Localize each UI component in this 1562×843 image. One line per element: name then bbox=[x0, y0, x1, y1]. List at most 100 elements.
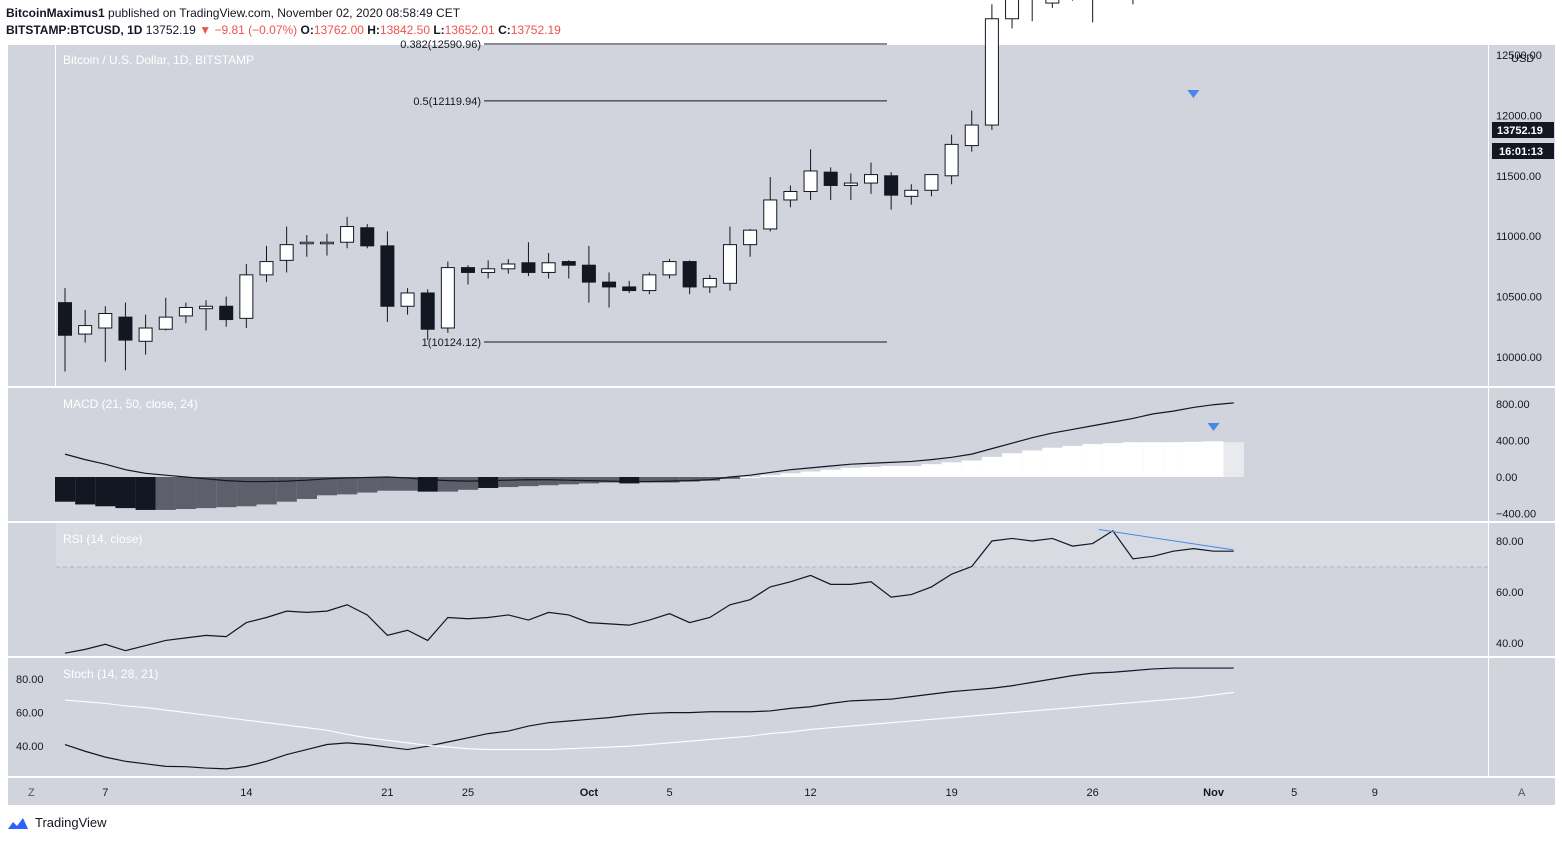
time-tick-label: 21 bbox=[381, 787, 393, 799]
price-axis-bg[interactable] bbox=[1489, 45, 1555, 386]
macd-histogram-bar bbox=[619, 477, 640, 484]
price-legend: Bitcoin / U.S. Dollar, 1D, BITSTAMP bbox=[63, 53, 254, 67]
axes: 12500.00 12000.00 11500.00 11000.00 10500.00… bbox=[16, 50, 1542, 799]
author-link[interactable]: BitcoinMaximus1 bbox=[6, 6, 105, 20]
macd-histogram-bar bbox=[981, 456, 1003, 477]
macd-histogram-bar bbox=[155, 477, 176, 510]
time-tick-label: 25 bbox=[462, 787, 474, 799]
price-tick-label: 10000.00 bbox=[1496, 352, 1542, 364]
macd-histogram-bar bbox=[1122, 442, 1144, 477]
stoch-tick-label: 80.00 bbox=[16, 674, 44, 686]
stoch-pane[interactable] bbox=[8, 658, 1488, 776]
macd-histogram-bar bbox=[1062, 445, 1083, 477]
candle bbox=[581, 264, 596, 283]
rsi-band bbox=[56, 523, 1488, 567]
candle bbox=[461, 267, 475, 273]
macd-histogram-bar bbox=[780, 473, 801, 477]
time-tick-label: 19 bbox=[945, 787, 957, 799]
macd-histogram-bar bbox=[337, 477, 358, 495]
candle bbox=[58, 302, 72, 336]
symbol-label: BITSTAMP:BTCUSD, 1D bbox=[6, 23, 143, 37]
candle bbox=[904, 189, 919, 197]
candle bbox=[682, 261, 697, 288]
candle bbox=[783, 191, 798, 201]
fib-level-label: 0.382(12590.96) bbox=[400, 39, 481, 51]
macd-histogram-bar bbox=[236, 477, 257, 507]
macd-tick-label: −400.00 bbox=[1496, 509, 1536, 521]
stoch-series bbox=[64, 667, 1234, 770]
macd-series bbox=[55, 402, 1244, 510]
time-tick-label: 7 bbox=[102, 787, 108, 799]
macd-histogram-bar bbox=[1223, 442, 1244, 477]
macd-tick-label: 0.00 bbox=[1496, 472, 1517, 484]
macd-histogram-bar bbox=[478, 477, 499, 488]
macd-histogram-bar bbox=[316, 477, 338, 496]
price-tick-label: 12000.00 bbox=[1496, 110, 1542, 122]
rsi-tick-label: 60.00 bbox=[1496, 587, 1524, 599]
macd-histogram-bar bbox=[719, 477, 741, 479]
time-axis-bg[interactable] bbox=[8, 778, 1555, 805]
tradingview-logo[interactable]: TradingView bbox=[7, 815, 107, 830]
candle bbox=[98, 313, 113, 329]
macd-histogram-bar bbox=[861, 466, 882, 477]
price-tick-label: 12500.00 bbox=[1496, 50, 1542, 62]
fibonacci-retracement[interactable]: 0(14115.77)0.382(12590.96)0.5(12119.94)1… bbox=[400, 0, 887, 349]
countdown-tag-bg bbox=[1492, 143, 1554, 159]
high-value: 13842.50 bbox=[379, 23, 430, 37]
time-tick-label: Nov bbox=[1203, 787, 1225, 799]
cloud-logo-icon bbox=[8, 817, 28, 829]
candle bbox=[803, 170, 818, 193]
stoch-legend: Stoch (14, 28, 21) bbox=[63, 667, 158, 681]
rsi-trendline bbox=[1098, 529, 1234, 551]
stoch-tick-label: 60.00 bbox=[16, 708, 44, 720]
time-tick-label: 12 bbox=[804, 787, 816, 799]
candle bbox=[138, 327, 153, 342]
time-tick-label: Oct bbox=[580, 787, 599, 799]
stoch-d-line bbox=[64, 691, 1234, 751]
rsi-axis-bg[interactable] bbox=[1489, 523, 1555, 656]
candle bbox=[1005, 0, 1020, 20]
close-value: 13752.19 bbox=[510, 23, 561, 37]
macd-histogram-bar bbox=[458, 477, 479, 490]
candle bbox=[823, 171, 838, 186]
candle bbox=[864, 174, 878, 184]
macd-line bbox=[64, 402, 1234, 483]
macd-axis-bg[interactable] bbox=[1489, 388, 1555, 521]
macd-histogram-bar bbox=[1102, 443, 1123, 477]
high-label: H: bbox=[367, 23, 380, 37]
macd-histogram-bar bbox=[881, 466, 902, 477]
last-price-tag: 13752.19 bbox=[1497, 125, 1543, 137]
price-tick-label: 10500.00 bbox=[1496, 292, 1542, 304]
stoch-axis-bg[interactable] bbox=[1489, 658, 1555, 776]
chart-header: BitcoinMaximus1 published on TradingView… bbox=[6, 5, 561, 39]
macd-histogram-bar bbox=[820, 469, 841, 477]
candle bbox=[1045, 0, 1060, 4]
macd-histogram-bar bbox=[1082, 444, 1103, 477]
macd-histogram-bar bbox=[437, 477, 459, 492]
candle bbox=[702, 277, 717, 288]
macd-histogram-bar bbox=[760, 475, 781, 477]
candle bbox=[440, 267, 455, 329]
macd-histogram-bar bbox=[740, 477, 761, 478]
macd-histogram-bar bbox=[921, 464, 942, 477]
zoom-button[interactable]: Z bbox=[28, 787, 35, 799]
time-tick-label: 5 bbox=[666, 787, 672, 799]
rsi-line bbox=[64, 529, 1234, 654]
auto-scale-button[interactable]: A bbox=[1518, 787, 1526, 799]
price-change: −9.81 (−0.07%) bbox=[214, 23, 298, 37]
macd-histogram-bar bbox=[276, 477, 297, 502]
macd-histogram-bar bbox=[840, 467, 862, 477]
candle bbox=[944, 143, 959, 177]
candle bbox=[501, 263, 516, 270]
candle bbox=[259, 261, 274, 276]
macd-histogram-bar bbox=[639, 477, 660, 483]
left-gutter-price bbox=[8, 45, 55, 386]
macd-histogram-bar bbox=[599, 477, 620, 483]
price-divergence-arrow-icon bbox=[1187, 90, 1200, 98]
macd-histogram-bar bbox=[1183, 441, 1204, 477]
macd-histogram-bar bbox=[377, 477, 398, 491]
publish-info: published on TradingView.com, November 0… bbox=[108, 6, 461, 20]
price-tick-label: 11000.00 bbox=[1496, 231, 1541, 243]
candle bbox=[602, 281, 617, 288]
